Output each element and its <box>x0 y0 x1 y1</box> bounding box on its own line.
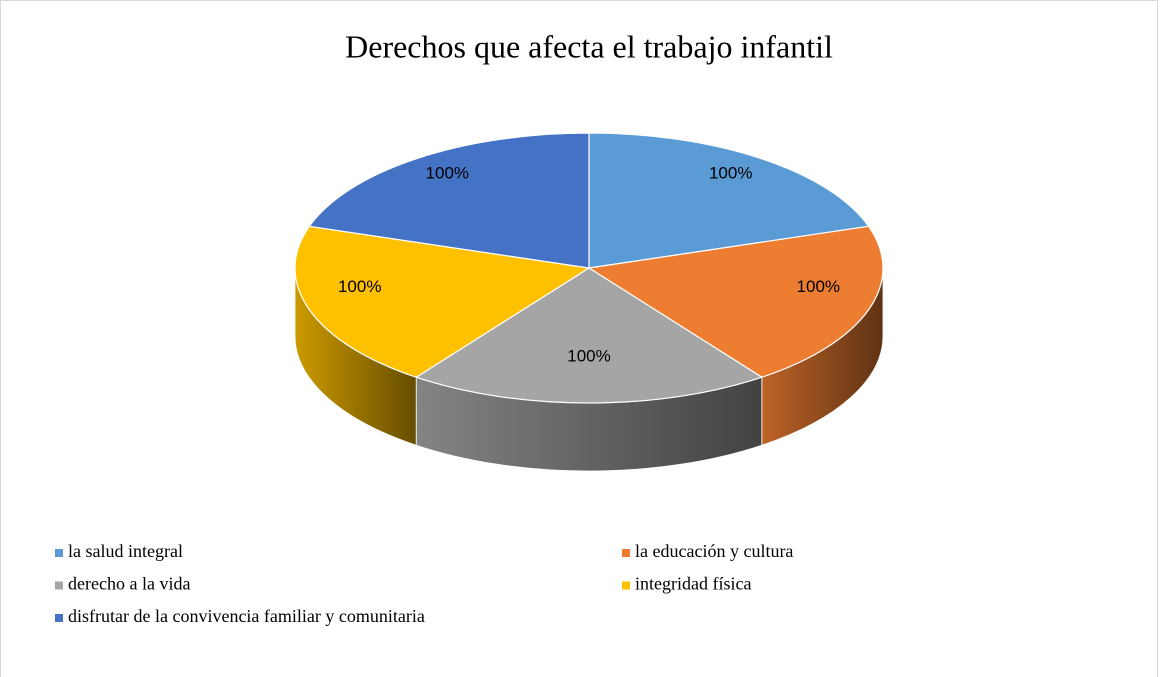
pie-slice <box>414 267 764 404</box>
legend-swatch <box>55 614 63 622</box>
data-label: 100% <box>567 347 610 366</box>
pie-slice <box>587 225 884 378</box>
legend-swatch <box>622 549 630 557</box>
data-label: 100% <box>426 164 469 183</box>
legend-swatch <box>622 581 630 590</box>
legend-label: la salud integral <box>68 541 183 561</box>
legend-swatch <box>55 549 63 557</box>
data-label: 100% <box>797 277 840 296</box>
legend-label: la educación y cultura <box>635 541 793 561</box>
data-label: 100% <box>338 277 381 296</box>
chart-title: Derechos que afecta el trabajo infantil <box>345 28 833 64</box>
legend-swatch <box>55 581 63 590</box>
legend-label: integridad física <box>635 574 751 594</box>
legend-label: disfrutar de la convivencia familiar y c… <box>68 606 425 626</box>
data-label: 100% <box>709 164 752 183</box>
pie-slice <box>308 132 590 269</box>
legend-label: derecho a la vida <box>68 574 190 594</box>
pie-slice <box>294 225 591 378</box>
pie-slice <box>588 132 870 269</box>
